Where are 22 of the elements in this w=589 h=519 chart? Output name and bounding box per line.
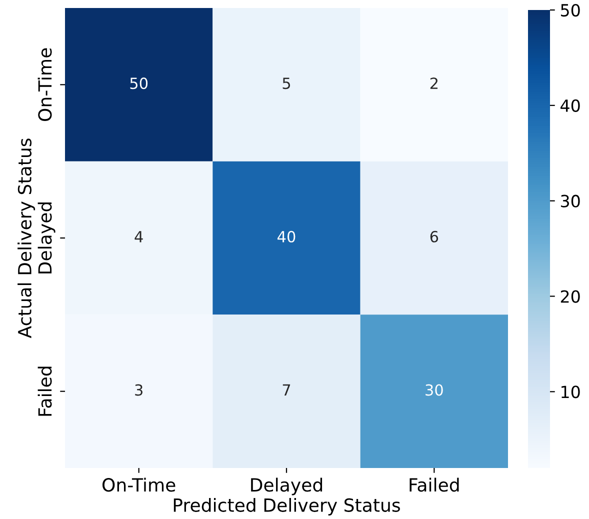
y-tick-label: Failed (38, 366, 52, 416)
data-label: 5 (282, 78, 290, 90)
x-tick-label: Delayed (251, 478, 322, 496)
data-label: 2 (430, 78, 438, 89)
data-label: 7 (282, 384, 290, 396)
y-tick-label: Delayed (38, 202, 56, 274)
y-tick-label: On-Time (38, 48, 52, 122)
data-label: 50 (130, 78, 148, 90)
x-axis-title: Predicted Delivery Status (174, 498, 400, 516)
y-axis-title: Actual Delivery Status (18, 138, 36, 338)
x-tick-label: On-Time (102, 478, 176, 492)
data-label: 30 (426, 384, 443, 396)
color-bar-label: 20 (560, 290, 580, 303)
color-bar-label: 30 (560, 194, 580, 208)
x-tick-label: Failed (410, 478, 459, 492)
color-bar-label: 40 (560, 99, 580, 112)
data-label: 3 (135, 384, 142, 396)
data-label: 4 (134, 231, 143, 242)
data-label: 6 (430, 230, 438, 242)
color-bar-label: 10 (562, 386, 580, 398)
data-label: 40 (278, 230, 296, 242)
color-bar-label: 50 (561, 4, 580, 17)
